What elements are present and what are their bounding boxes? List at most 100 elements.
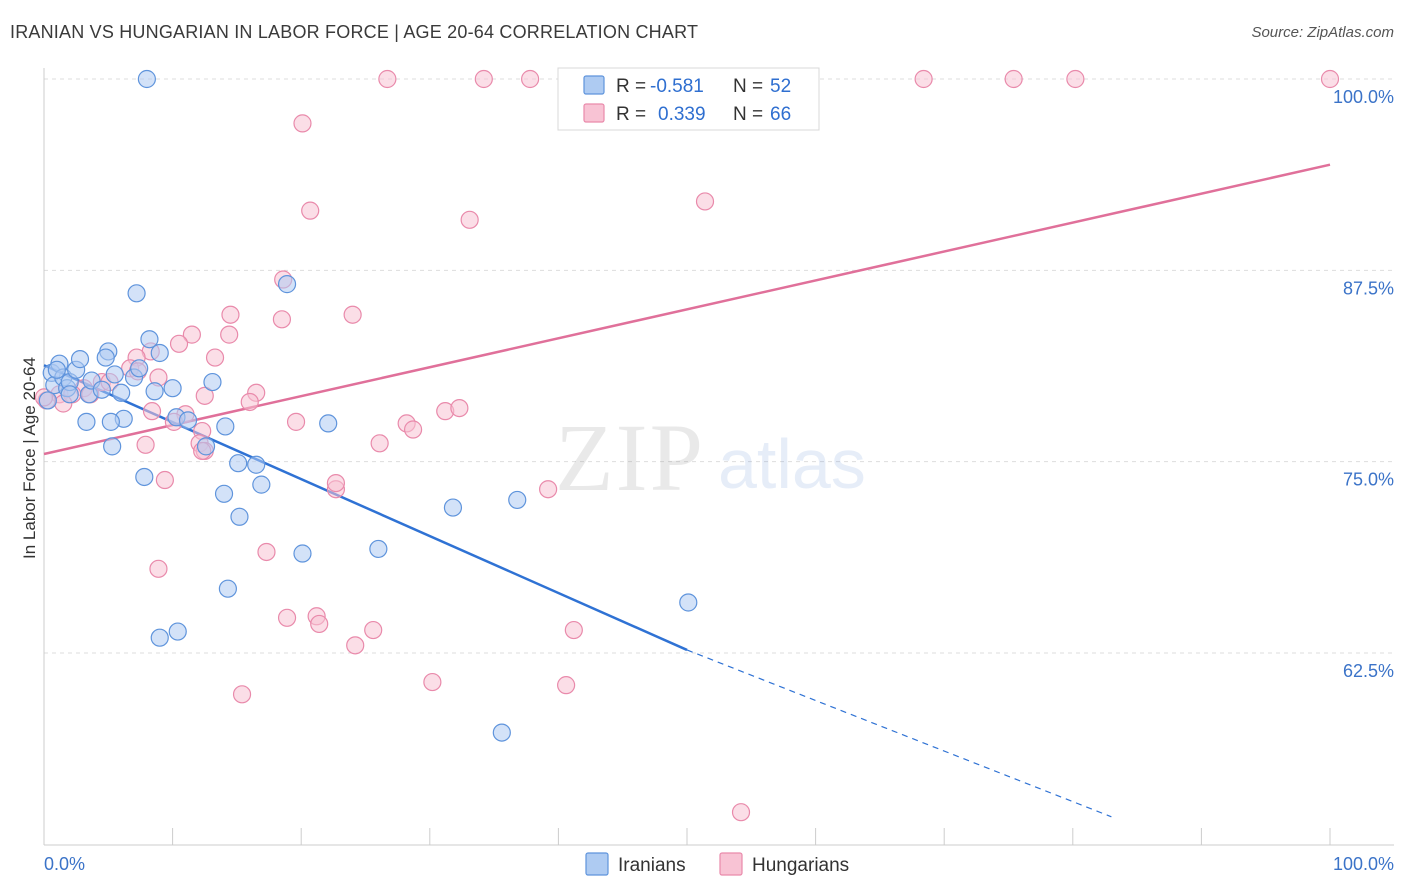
iranian-point <box>47 360 66 379</box>
x-tick-label-max: 100.0% <box>1333 854 1394 874</box>
hungarian-point <box>370 434 389 453</box>
bottom-legend-iranians: Iranians <box>618 855 686 876</box>
iranian-point <box>247 455 266 474</box>
hungarian-point <box>257 542 276 562</box>
iranian-point <box>70 350 90 369</box>
y-tick-label: 87.5% <box>1343 278 1394 298</box>
iranian-point <box>679 593 698 612</box>
watermark: ZIP atlas <box>555 404 866 511</box>
chart-title: IRANIAN VS HUNGARIAN IN LABOR FORCE | AG… <box>10 22 699 42</box>
iranian-point <box>196 437 216 456</box>
hungarian-point <box>136 435 155 454</box>
hungarian-point <box>474 69 493 89</box>
hungarian-point <box>557 676 576 695</box>
legend-iranian-n-value: 52 <box>770 76 791 97</box>
hungarian-point <box>220 325 239 344</box>
iranian-point <box>105 365 124 384</box>
legend-hungarian-n-value: 66 <box>770 104 791 125</box>
iranian-trend-extension <box>686 649 1112 818</box>
iranian-point <box>216 417 235 436</box>
iranian-point <box>150 343 169 363</box>
iranian-point <box>137 69 156 89</box>
iranian-point <box>60 385 79 404</box>
y-tick-labels: 100.0% 87.5% 75.0% 62.5% <box>1333 87 1394 681</box>
hungarian-point <box>205 348 225 367</box>
iranian-point <box>277 275 297 294</box>
iranian-point <box>163 379 182 398</box>
hungarian-point <box>310 614 329 634</box>
iranian-point <box>369 539 388 559</box>
hungarian-point <box>450 398 469 418</box>
bottom-legend-hungarian-swatch <box>719 852 743 876</box>
iranian-point <box>135 467 154 487</box>
hungarian-trend-line <box>43 163 1331 456</box>
y-axis-label: In Labor Force | Age 20-64 <box>20 357 39 559</box>
legend-iranian-n-label: N = <box>733 76 763 97</box>
iranian-point <box>229 454 248 473</box>
hungarian-point <box>301 201 320 220</box>
hungarian-point <box>423 672 442 692</box>
grid-lines <box>44 78 1394 654</box>
y-tick-label: 62.5% <box>1343 661 1394 681</box>
axes <box>43 68 1394 846</box>
y-tick-label: 75.0% <box>1343 470 1394 490</box>
iranian-point <box>214 484 234 503</box>
iranian-point <box>112 383 131 402</box>
iranian-point <box>492 723 511 742</box>
hungarian-point <box>378 69 397 89</box>
hungarian-point <box>155 470 174 490</box>
hungarian-point <box>1066 69 1085 89</box>
y-tick-label: 100.0% <box>1333 87 1394 107</box>
iranian-point <box>38 391 57 410</box>
hungarian-point <box>326 473 346 493</box>
hungarian-point <box>169 334 189 353</box>
hungarian-point <box>286 412 306 431</box>
hungarian-point <box>149 559 168 578</box>
hungarian-point <box>403 420 423 439</box>
legend-iranian-swatch <box>583 75 605 95</box>
x-ticks <box>43 828 1331 845</box>
iranian-point <box>77 412 96 431</box>
hungarian-point <box>195 386 214 405</box>
iranian-point <box>101 412 120 431</box>
iranian-point <box>168 622 187 641</box>
bottom-legend-hungarians: Hungarians <box>752 855 849 876</box>
hungarian-point <box>272 310 292 329</box>
iranian-point <box>230 507 249 526</box>
iranian-point <box>145 382 164 401</box>
iranian-point <box>203 372 222 392</box>
hungarian-point <box>142 402 162 421</box>
legend-hungarian-r-value: 0.339 <box>658 104 706 125</box>
legend-iranian-r-value: -0.581 <box>650 76 704 97</box>
hungarian-point <box>240 392 259 412</box>
iranian-point <box>140 330 159 349</box>
hungarian-point <box>914 69 933 89</box>
watermark-zip: ZIP <box>555 404 705 511</box>
iranian-point <box>319 414 338 433</box>
hungarian-point <box>232 685 252 704</box>
legend-hungarian-n-label: N = <box>733 104 763 125</box>
hungarian-point <box>343 305 362 324</box>
hungarian-point <box>731 803 751 822</box>
iranian-point <box>218 579 237 598</box>
iranian-point <box>127 284 146 303</box>
iranian-point <box>293 544 312 563</box>
iranian-point <box>130 359 149 378</box>
iranian-point <box>103 437 122 456</box>
iranian-point <box>92 380 111 399</box>
iranian-point <box>150 628 169 647</box>
hungarian-point <box>293 114 312 133</box>
iranian-point <box>96 348 115 367</box>
iranian-point <box>443 498 463 517</box>
hungarian-point <box>695 192 715 211</box>
legend-iranian-r-label: R = <box>616 76 646 97</box>
iranian-point <box>178 411 198 430</box>
legend-hungarian-r-label: R = <box>616 104 646 125</box>
hungarian-point <box>460 210 479 229</box>
watermark-atlas: atlas <box>718 425 866 503</box>
legend-hungarian-swatch <box>583 103 605 123</box>
chart-source: Source: ZipAtlas.com <box>1251 24 1394 41</box>
hungarian-point <box>539 480 558 499</box>
hungarian-point <box>277 608 297 627</box>
correlation-legend: R = -0.581 N = 52 R = 0.339 N = 66 <box>557 67 820 131</box>
